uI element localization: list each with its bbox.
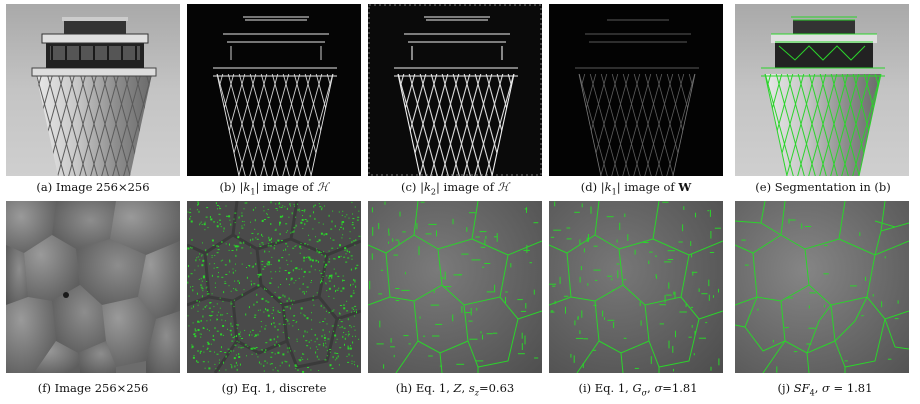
segmentation-overlay-graphic xyxy=(549,201,723,373)
caption-tag: (a) xyxy=(36,180,53,194)
panel-h-Z-sz xyxy=(368,201,542,373)
scattered-edge-pixels xyxy=(187,201,361,373)
caption-tag: (f) xyxy=(37,381,51,395)
caption-tag: (i) xyxy=(578,381,592,395)
panel-b-k1-image-H xyxy=(187,4,361,176)
edge-response-graphic xyxy=(368,4,542,176)
caption-c: (c) |k2| image of ℋ xyxy=(400,180,510,197)
caption-a: (a) Image 256×256 xyxy=(0,180,186,194)
tower-photo-graphic xyxy=(6,4,180,176)
edge-fragments xyxy=(369,201,539,369)
caption-g: (g) Eq. 1, discrete xyxy=(183,381,365,395)
segmentation-overlay-graphic xyxy=(368,201,542,373)
edge-fragments xyxy=(741,218,899,373)
caption-tag: (g) xyxy=(221,381,238,395)
caption-tag: (j) xyxy=(777,381,791,395)
caption-f: (f) Image 256×256 xyxy=(0,381,186,395)
caption-text: Eq. 1, discrete xyxy=(241,381,327,395)
caption-b: (b) |k1| image of ℋ xyxy=(219,180,329,197)
panel-d-k1-image-W xyxy=(549,4,723,176)
panel-f-grain-image xyxy=(6,201,180,373)
caption-text: Image 256×256 xyxy=(54,381,149,395)
segmentation-overlay-graphic xyxy=(735,4,909,176)
segmentation-overlay-graphic xyxy=(735,201,909,373)
w-symbol: W xyxy=(678,180,692,194)
caption-text: Image 256×256 xyxy=(55,180,150,194)
caption-d: (d) |k1| image of W xyxy=(580,180,692,197)
caption-j: (j) SF4, σ = 1.81 xyxy=(777,381,873,398)
grain-texture-graphic xyxy=(6,201,180,373)
panel-a-tower-image xyxy=(6,4,180,176)
caption-e: (e) Segmentation in (b) xyxy=(728,180,918,194)
caption-h: (h) Eq. 1, Z, sz=0.63 xyxy=(395,381,515,398)
panel-j-SF4 xyxy=(735,201,909,373)
caption-tag: (b) xyxy=(219,180,236,194)
caption-tag: (c) xyxy=(400,180,417,194)
caption-tag: (h) xyxy=(395,381,413,395)
noisy-edge-graphic xyxy=(187,201,361,373)
panel-c-k2-image-H xyxy=(368,4,542,176)
edge-response-graphic xyxy=(187,4,361,176)
caption-text: Segmentation in (b) xyxy=(774,180,891,194)
edge-response-graphic xyxy=(549,4,723,176)
hessian-symbol: ℋ xyxy=(497,180,510,194)
panel-i-G-sigma xyxy=(549,201,723,373)
panel-e-segmentation xyxy=(735,4,909,176)
caption-tag: (e) xyxy=(755,180,772,194)
edge-fragments xyxy=(549,201,721,372)
caption-i: (i) Eq. 1, Gσ, σ=1.81 xyxy=(578,381,698,398)
hessian-symbol: ℋ xyxy=(317,180,329,194)
caption-tag: (d) xyxy=(580,180,598,194)
panel-g-discrete xyxy=(187,201,361,373)
